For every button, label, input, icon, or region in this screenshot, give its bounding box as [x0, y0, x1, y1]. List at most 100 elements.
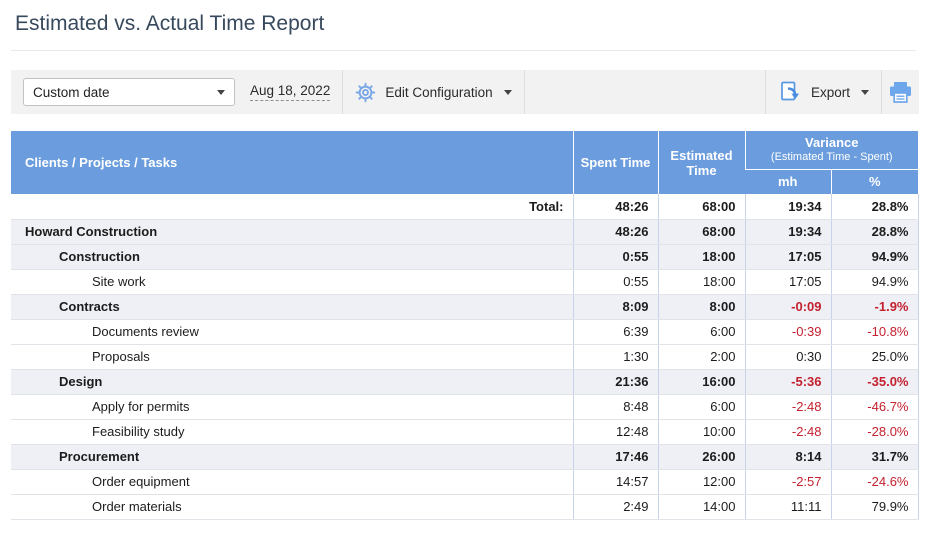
variance-pct-cell: 28.8%	[830, 219, 919, 245]
export-label: Export	[810, 84, 850, 100]
variance-pct-cell: -35.0%	[830, 369, 919, 395]
variance-pct-cell: -28.0%	[830, 419, 919, 445]
variance-pct-cell: 94.9%	[830, 244, 919, 270]
estimated-cell: 14:00	[657, 494, 745, 520]
spent-cell: 12:48	[572, 419, 658, 445]
spent-cell: 2:49	[572, 494, 658, 520]
table-row: Site work 0:55 18:00 17:05 94.9%	[11, 269, 919, 295]
spent-cell: 14:57	[572, 469, 658, 495]
spent-cell: 17:46	[572, 444, 658, 470]
estimated-cell: 6:00	[657, 394, 745, 420]
row-label: Howard Construction	[11, 219, 573, 245]
variance-mh-cell: 8:14	[744, 444, 831, 470]
column-header-variance-pct: %	[830, 168, 918, 194]
caret-down-icon	[217, 89, 225, 95]
estimated-cell: 16:00	[657, 369, 745, 395]
row-label: Construction	[11, 244, 573, 270]
export-section: Export	[764, 70, 881, 114]
custom-date-link[interactable]: Aug 18, 2022	[250, 83, 331, 101]
variance-mh-cell: -0:09	[744, 294, 831, 320]
printer-icon	[888, 81, 913, 104]
print-button[interactable]	[881, 70, 919, 114]
variance-pct-cell: 79.9%	[830, 494, 919, 520]
variance-pct-cell: -46.7%	[830, 394, 919, 420]
variance-mh-cell: -2:57	[744, 469, 831, 495]
table-row: Total: 48:26 68:00 19:34 28.8%	[11, 194, 919, 220]
variance-mh-cell: 0:30	[744, 344, 831, 370]
variance-pct-cell: -24.6%	[830, 469, 919, 495]
edit-configuration-section: Edit Configuration	[342, 70, 523, 114]
variance-mh-cell: 19:34	[744, 194, 831, 220]
table-row: Contracts 8:09 8:00 -0:09 -1.9%	[11, 294, 919, 320]
table-row: Design 21:36 16:00 -5:36 -35.0%	[11, 369, 919, 395]
export-button[interactable]: Export	[778, 80, 869, 104]
spent-cell: 8:48	[572, 394, 658, 420]
report-table-header: Clients / Projects / Tasks Spent Time Es…	[11, 131, 918, 194]
estimated-cell: 68:00	[657, 194, 745, 220]
estimated-cell: 12:00	[657, 469, 745, 495]
spent-cell: 48:26	[572, 194, 658, 220]
row-label: Procurement	[11, 444, 573, 470]
toolbar-spacer	[523, 70, 765, 114]
variance-pct-cell: 94.9%	[830, 269, 919, 295]
table-row: Howard Construction 48:26 68:00 19:34 28…	[11, 219, 919, 245]
report-table-body: Total: 48:26 68:00 19:34 28.8% Howard Co…	[11, 194, 919, 520]
variance-mh-cell: -5:36	[744, 369, 831, 395]
page-title: Estimated vs. Actual Time Report	[15, 12, 325, 35]
variance-pct-cell: 28.8%	[830, 194, 919, 220]
report-table: Clients / Projects / Tasks Spent Time Es…	[11, 131, 919, 520]
table-row: Order equipment 14:57 12:00 -2:57 -24.6%	[11, 469, 919, 495]
export-icon	[778, 80, 802, 104]
column-header-variance-mh: mh	[745, 168, 831, 194]
date-range-selected-value: Custom date	[33, 84, 110, 100]
variance-pct-cell: 25.0%	[830, 344, 919, 370]
variance-mh-cell: 19:34	[744, 219, 831, 245]
row-label: Documents review	[11, 319, 573, 345]
variance-mh-cell: 17:05	[744, 244, 831, 270]
variance-mh-cell: 17:05	[744, 269, 831, 295]
estimated-cell: 10:00	[657, 419, 745, 445]
estimated-cell: 6:00	[657, 319, 745, 345]
variance-mh-cell: -2:48	[744, 419, 831, 445]
row-label: Design	[11, 369, 573, 395]
row-label: Order equipment	[11, 469, 573, 495]
table-row: Order materials 2:49 14:00 11:11 79.9%	[11, 494, 919, 520]
row-label: Feasibility study	[11, 419, 573, 445]
row-label: Contracts	[11, 294, 573, 320]
variance-pct-cell: 31.7%	[830, 444, 919, 470]
variance-mh-cell: 11:11	[744, 494, 831, 520]
table-row: Documents review 6:39 6:00 -0:39 -10.8%	[11, 319, 919, 345]
estimated-cell: 8:00	[657, 294, 745, 320]
edit-configuration-button[interactable]: Edit Configuration	[355, 82, 512, 103]
row-label: Total:	[11, 194, 573, 220]
caret-down-icon	[861, 89, 869, 95]
column-header-spent-time: Spent Time	[572, 131, 658, 194]
date-range-section: Custom date Aug 18, 2022	[11, 70, 342, 114]
spent-cell: 0:55	[572, 244, 658, 270]
row-label: Proposals	[11, 344, 573, 370]
report-toolbar: Custom date Aug 18, 2022	[11, 70, 919, 114]
table-row: Construction 0:55 18:00 17:05 94.9%	[11, 244, 919, 270]
table-row: Proposals 1:30 2:00 0:30 25.0%	[11, 344, 919, 370]
spent-cell: 48:26	[572, 219, 658, 245]
estimated-cell: 26:00	[657, 444, 745, 470]
caret-down-icon	[503, 89, 512, 95]
table-row: Feasibility study 12:48 10:00 -2:48 -28.…	[11, 419, 919, 445]
estimated-cell: 18:00	[657, 244, 745, 270]
column-header-clients-projects-tasks: Clients / Projects / Tasks	[11, 131, 573, 194]
variance-pct-cell: -10.8%	[830, 319, 919, 345]
spent-cell: 21:36	[572, 369, 658, 395]
variance-pct-cell: -1.9%	[830, 294, 919, 320]
spent-cell: 1:30	[572, 344, 658, 370]
variance-mh-cell: -2:48	[744, 394, 831, 420]
estimated-cell: 2:00	[657, 344, 745, 370]
date-range-select[interactable]: Custom date	[23, 78, 235, 106]
spent-cell: 0:55	[572, 269, 658, 295]
estimated-cell: 68:00	[657, 219, 745, 245]
row-label: Order materials	[11, 494, 573, 520]
column-header-variance: Variance (Estimated Time - Spent)	[744, 131, 918, 169]
column-header-estimated-time: Estimated Time	[657, 131, 745, 194]
table-row: Apply for permits 8:48 6:00 -2:48 -46.7%	[11, 394, 919, 420]
variance-mh-cell: -0:39	[744, 319, 831, 345]
spent-cell: 8:09	[572, 294, 658, 320]
